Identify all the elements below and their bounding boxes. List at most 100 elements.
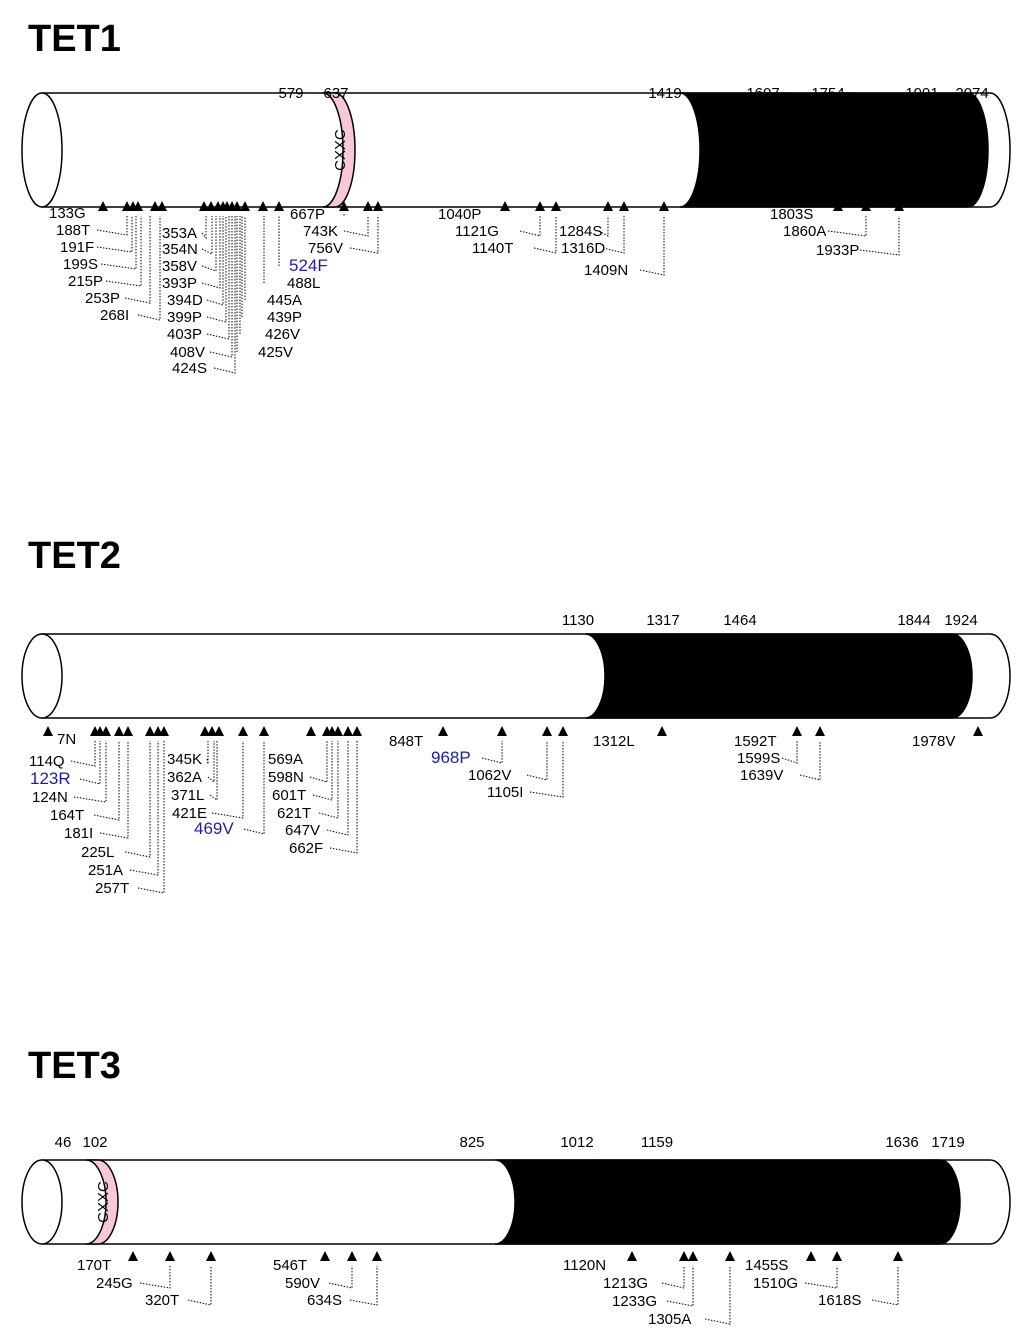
tet1-mutation-1316d: 1316D: [561, 240, 605, 257]
tet1-mutation-488l: 488L: [287, 275, 320, 292]
tet1-mutation-353a: 353A: [162, 225, 197, 242]
tet1-mutation-1040p: 1040P: [438, 206, 481, 223]
tet3-mutation-1618s: 1618S: [818, 1292, 861, 1309]
tet3-mutation-arrow: [725, 1251, 735, 1261]
tet1-mutation-199s: 199S: [63, 256, 98, 273]
tet1-mutation-leader-line: [533, 216, 557, 254]
tet2-mutation-arrow: [973, 726, 983, 736]
tet2-mutation-598n: 598N: [268, 769, 304, 786]
tet3-domain-dsbh2: [927, 1159, 961, 1245]
tet2-mutation-arrow: [214, 726, 224, 736]
tet3-position-label: 102: [82, 1134, 107, 1151]
tet1-mutation-leader-line: [206, 216, 227, 323]
tet1-domain-cys-label: Cys-rich: [711, 129, 773, 148]
tet1-mutation-1409n: 1409N: [584, 262, 628, 279]
tet1-mutation-743k: 743K: [303, 223, 338, 240]
tet1-mutation-leader-line: [827, 216, 867, 237]
tet1-mutation-arrow: [861, 201, 871, 211]
tet1-mutation-arrow: [339, 201, 349, 211]
tet1-mutation-394d: 394D: [167, 292, 203, 309]
tet3-mutation-leader-line: [871, 1266, 899, 1306]
tet2-mutation-leader-line: [124, 741, 151, 858]
tet3-mutation-leader-line: [139, 1266, 171, 1289]
tet3-domain-cxxc-label: CXXC: [95, 1181, 112, 1223]
tet2-mutation-arrow: [159, 726, 169, 736]
tet2-mutation-leader-line: [318, 741, 339, 819]
tet3-mutation-1233g: 1233G: [612, 1293, 657, 1310]
tet2-domain-cys-label: Cys-rich: [613, 655, 675, 674]
tet1-panel: CXXC Cys-rich insert DSBH Low-complexity inse…: [21, 85, 1011, 377]
tet3-mutation-1213g: 1213G: [603, 1275, 648, 1292]
tet2-mutation-leader-line: [781, 741, 798, 764]
tet1-position-label: 1607: [746, 85, 779, 102]
tet2-mutation-1312l: 1312L: [593, 733, 635, 750]
tet1-mutation-arrow: [98, 201, 108, 211]
tet3-mutation-245g: 245G: [96, 1275, 133, 1292]
tet2-mutation-leader-line: [73, 741, 107, 803]
tet1-mutation-leader-line: [598, 216, 609, 237]
tet2-mutation-114q: 114Q: [29, 753, 65, 770]
tet2-mutation-arrow: [259, 726, 269, 736]
tet2-mutation-leader-line: [79, 741, 101, 785]
tet2-mutation-1062v: 1062V: [468, 767, 511, 784]
tet2-panel: Cys-rich insert DSBH Low-complexity insert D…: [21, 612, 1011, 897]
tet3-mutation-1305a: 1305A: [648, 1311, 691, 1328]
tet1-mutation-arrow: [363, 201, 373, 211]
tet3-mutation-arrow: [128, 1251, 138, 1261]
tet2-mutation-362a: 362A: [167, 769, 202, 786]
tet2-mutation-leader-line: [526, 741, 548, 781]
tet1-mutation-524f: 524F: [289, 256, 328, 275]
tet2-mutation-leader-line: [211, 741, 244, 819]
tet3-mutation-170t: 170T: [77, 1257, 111, 1274]
tet3-mutation-leader-line: [661, 1266, 685, 1289]
tet2-domain-dsbh2: [939, 633, 973, 719]
tet1-mutation-1140t: 1140T: [472, 240, 513, 257]
tet1-mutation-399p: 399P: [167, 309, 202, 326]
tet3-position-label: 1719: [931, 1134, 964, 1151]
tet3-mutation-leader-line: [187, 1266, 212, 1306]
tet1-title: TET1: [28, 18, 121, 60]
tet1-position-label: 1754: [811, 85, 844, 102]
tet3-mutation-arrow: [627, 1251, 637, 1261]
tet1-mutation-arrow: [157, 201, 167, 211]
tet1-mutation-leader-line: [519, 216, 541, 237]
tet1-domain-dsbh1-label: DSBH: [803, 141, 850, 160]
tet2-mutation-arrow: [101, 726, 111, 736]
tet1-mutation-arrow: [232, 201, 242, 211]
tet2-mutation-arrow: [542, 726, 552, 736]
tet2-mutation-arrow: [343, 726, 353, 736]
tet1-domain-lci-label: complexity: [873, 141, 954, 160]
tet2-mutation-arrow: [207, 726, 217, 736]
tet1-mutation-arrow: [619, 201, 629, 211]
tet1-n-terminus-cap: [21, 92, 63, 208]
tet1-domain-cys-label: insert: [722, 153, 764, 172]
tet2-mutation-leader-line: [326, 741, 349, 836]
tet1-mutation-arrow: [150, 201, 160, 211]
tet3-mutation-1120n: 1120N: [563, 1257, 606, 1274]
tet2-mutation-leader-line: [243, 741, 265, 835]
tet2-mutation-leader-line: [129, 741, 159, 876]
tet2-mutation-1599s: 1599S: [737, 750, 780, 767]
tet2-mutation-621t: 621T: [277, 805, 311, 822]
tet1-mutation-133g: 133G: [49, 205, 86, 222]
tet2-domain-lci-label: Low-complexity insert: [773, 667, 937, 686]
tet1-domain-lci-label: Low-: [895, 117, 932, 136]
tet1-mutation-1284s: 1284S: [559, 223, 602, 240]
tet1-mutation-leader-line: [201, 216, 213, 255]
tet3-domain-cys-label: insert: [534, 1205, 576, 1224]
tet2-mutation-leader-line: [481, 741, 503, 764]
tet2-mutation-leader-line: [137, 741, 165, 894]
tet2-mutation-arrow: [200, 726, 210, 736]
tet2-mutation-1639v: 1639V: [740, 767, 783, 784]
tet2-mutation-345k: 345K: [167, 751, 202, 768]
tet3-domain-cys-label: Cys-rich: [523, 1181, 585, 1200]
tet1-mutation-leader-line: [201, 216, 207, 240]
tet1-mutation-1860a: 1860A: [783, 223, 826, 240]
tet2-mutation-1592t: 1592T: [734, 733, 777, 750]
tet3-domain-lci-label: Low-complexity insert: [726, 1193, 890, 1212]
tet3-mutation-leader-line: [666, 1266, 694, 1307]
tet1-mutation-393p: 393P: [162, 275, 197, 292]
tet2-title: TET2: [28, 535, 121, 577]
tet2-n-terminus-cap: [21, 633, 63, 719]
tet2-mutation-1978v: 1978V: [912, 733, 955, 750]
